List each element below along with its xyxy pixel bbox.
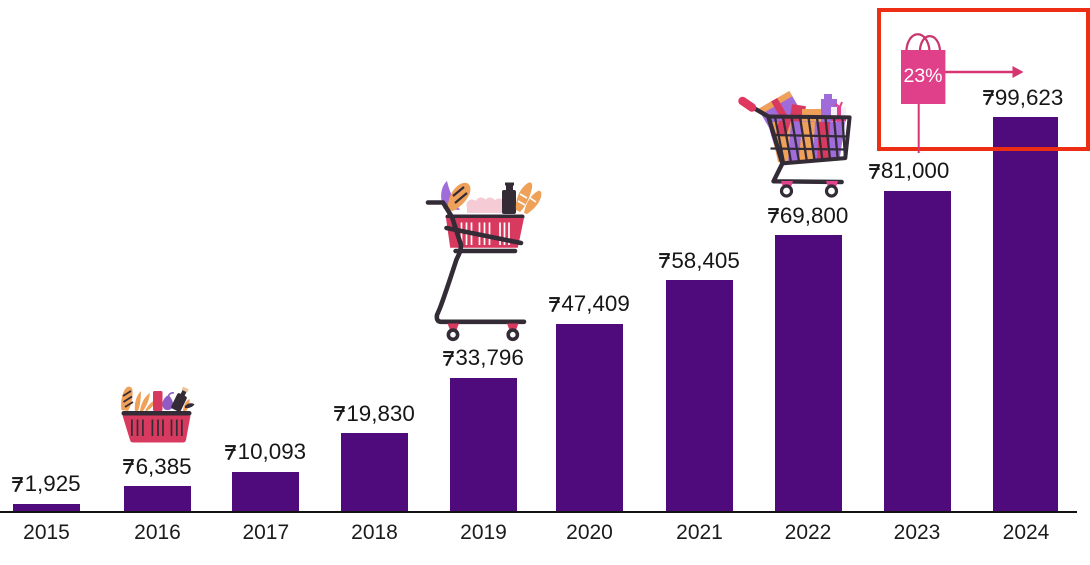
svg-text:23%: 23% xyxy=(903,65,942,87)
